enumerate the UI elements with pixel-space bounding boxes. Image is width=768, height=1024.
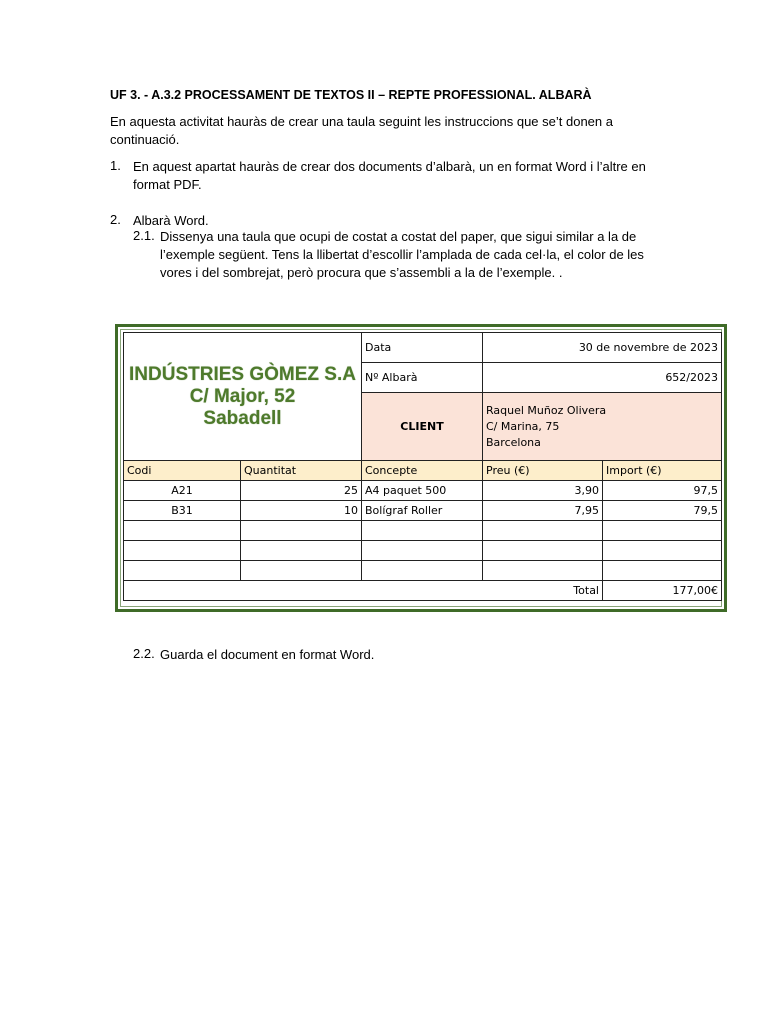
table-row <box>123 520 723 541</box>
albara-frame <box>115 324 727 612</box>
company-cell: INDÚSTRIES GÒMEZ S.A C/ Major, 52 Sabade… <box>123 332 362 461</box>
table-cell <box>123 560 241 581</box>
table-cell: 97,5 <box>601 480 723 501</box>
item-text: Albarà Word. <box>133 213 209 228</box>
table-cell <box>482 540 603 561</box>
table-cell: B31 <box>123 500 241 521</box>
column-header: Codi <box>123 460 241 481</box>
table-row <box>123 540 723 561</box>
table-cell: Bolígraf Roller <box>361 500 483 521</box>
client-address: C/ Marina, 75 <box>486 419 560 433</box>
table-row: A21 25 A4 paquet 500 3,90 97,5 <box>123 480 723 501</box>
date-value: 30 de novembre de 2023 <box>481 332 723 363</box>
date-label: Data <box>361 332 483 363</box>
client-label: CLIENT <box>361 392 483 461</box>
table-cell: A4 paquet 500 <box>361 480 483 501</box>
column-header: Import (€) <box>601 460 723 481</box>
table-cell: 3,90 <box>482 480 603 501</box>
table-cell <box>240 560 362 581</box>
number-label: Nº Albarà <box>361 362 483 393</box>
total-value: 177,00€ <box>601 580 723 601</box>
table-cell <box>482 560 603 581</box>
table-cell <box>601 560 723 581</box>
client-name: Raquel Muñoz Olivera <box>486 403 607 417</box>
company-address: C/ Major, 52 <box>189 385 296 407</box>
table-cell <box>482 520 603 541</box>
table-cell <box>123 540 241 561</box>
company-name: INDÚSTRIES GÒMEZ S.A <box>129 363 356 385</box>
table-cell <box>601 540 723 561</box>
table-cell <box>361 540 483 561</box>
table-cell <box>123 520 241 541</box>
table-row: B31 10 Bolígraf Roller 7,95 79,5 <box>123 500 723 521</box>
table-cell: 7,95 <box>482 500 603 521</box>
albara-table: INDÚSTRIES GÒMEZ S.A C/ Major, 52 Sabade… <box>123 332 723 601</box>
table-cell: 25 <box>240 480 362 501</box>
item-number: 1. <box>110 158 121 173</box>
column-header: Quantitat <box>240 460 362 481</box>
item-text: Dissenya una taula que ocupi de costat a… <box>160 229 644 280</box>
page-title: UF 3. - A.3.2 PROCESSAMENT DE TEXTOS II … <box>110 88 592 102</box>
table-cell <box>240 520 362 541</box>
item-number: 2.1. <box>133 228 155 243</box>
item-text: Guarda el document en format Word. <box>160 647 375 662</box>
table-cell: A21 <box>123 480 241 501</box>
total-label: Total <box>123 580 603 601</box>
number-value: 652/2023 <box>481 362 723 393</box>
item-text: En aquest apartat hauràs de crear dos do… <box>133 159 646 192</box>
table-cell <box>361 560 483 581</box>
table-cell: 79,5 <box>601 500 723 521</box>
item-number: 2. <box>110 212 121 227</box>
table-cell: 10 <box>240 500 362 521</box>
column-header: Concepte <box>361 460 483 481</box>
item-number: 2.2. <box>133 646 155 661</box>
client-details: Raquel Muñoz Olivera C/ Marina, 75 Barce… <box>481 392 723 461</box>
table-cell <box>240 540 362 561</box>
table-cell <box>361 520 483 541</box>
client-city: Barcelona <box>486 435 541 449</box>
company-city: Sabadell <box>203 407 282 429</box>
table-row <box>123 560 723 581</box>
intro-paragraph: En aquesta activitat hauràs de crear una… <box>110 114 613 147</box>
column-header: Preu (€) <box>482 460 603 481</box>
table-cell <box>601 520 723 541</box>
